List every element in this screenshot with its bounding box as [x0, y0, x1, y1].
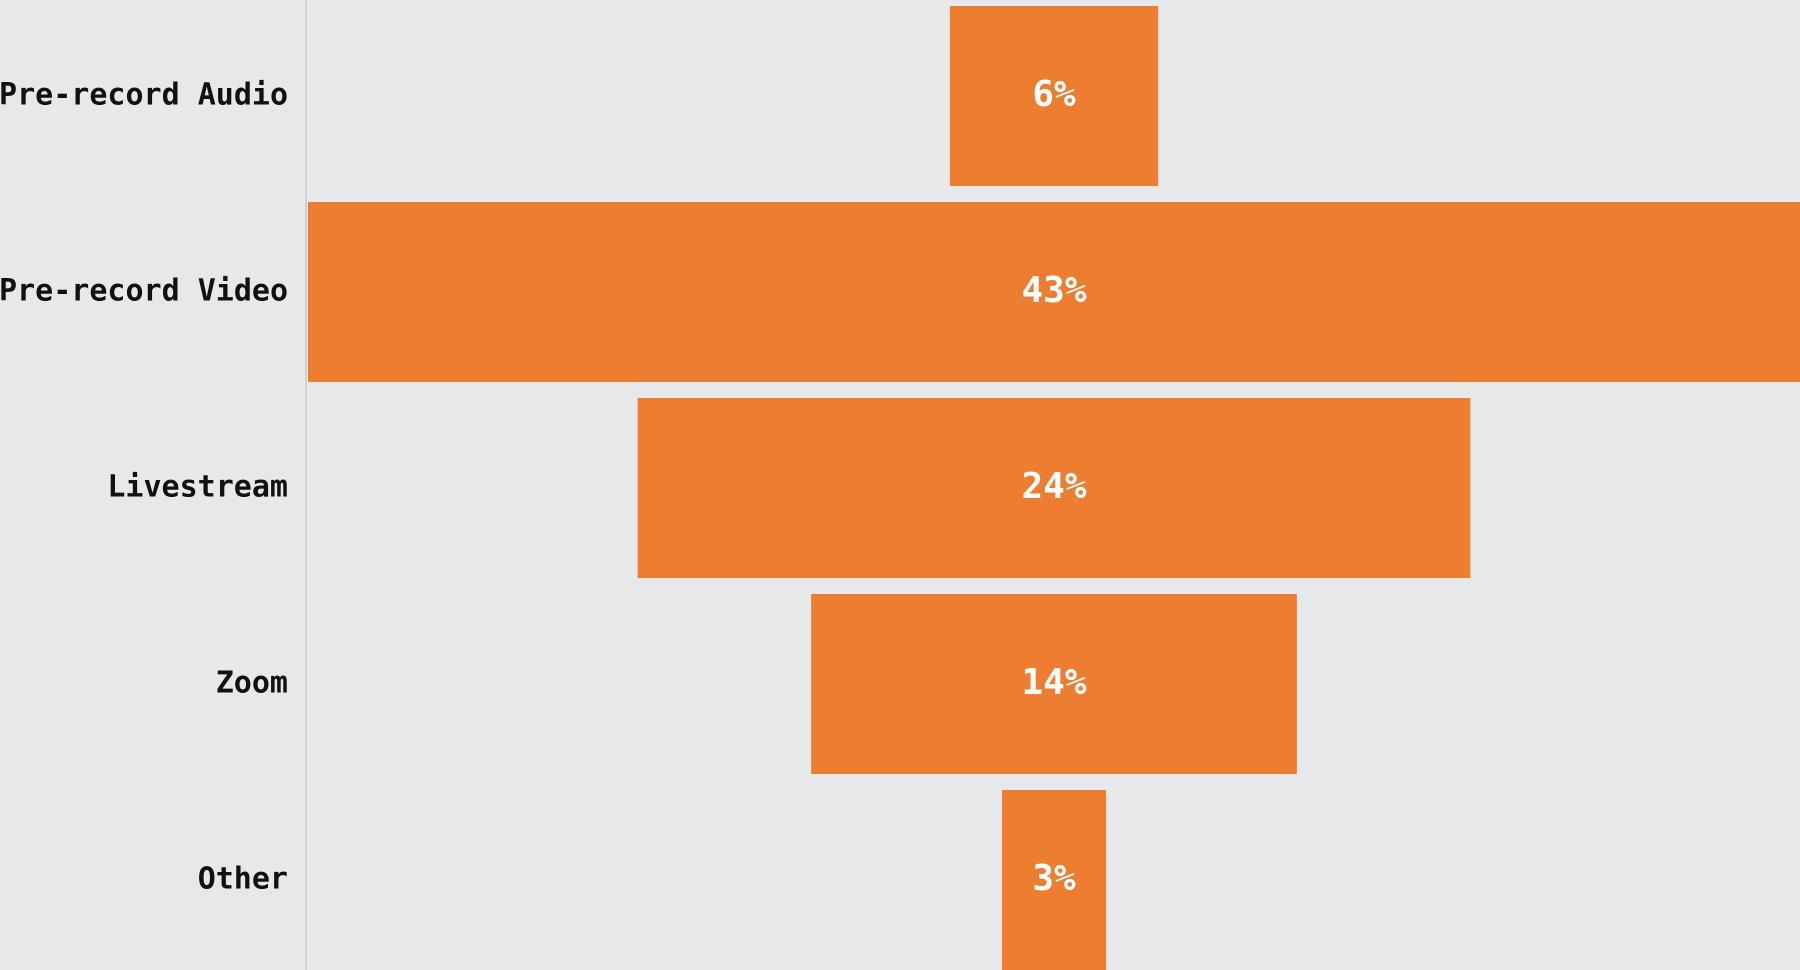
funnel-bar — [811, 594, 1297, 774]
funnel-bar — [637, 398, 1471, 578]
value-label: 3% — [1032, 858, 1076, 899]
value-label: 43% — [1021, 270, 1086, 311]
funnel-bar — [1001, 790, 1107, 970]
value-label: 14% — [1021, 662, 1086, 703]
value-label: 24% — [1021, 466, 1086, 507]
category-label: Pre-record Video — [0, 274, 288, 309]
category-label: Pre-record Audio — [0, 78, 288, 113]
category-label: Zoom — [216, 666, 288, 701]
category-label: Other — [198, 862, 288, 897]
category-label: Livestream — [107, 470, 288, 505]
funnel-bar — [308, 202, 1800, 382]
funnel-bar — [949, 6, 1159, 186]
value-label: 6% — [1032, 74, 1076, 115]
